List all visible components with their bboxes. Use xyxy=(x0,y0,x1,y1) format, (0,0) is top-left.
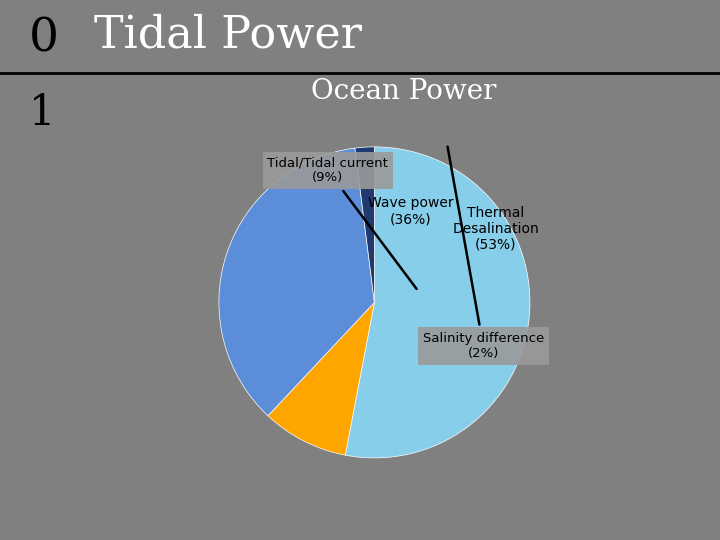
Text: Wave power
(36%): Wave power (36%) xyxy=(368,196,454,226)
Wedge shape xyxy=(346,147,530,458)
Text: 0: 0 xyxy=(29,16,59,62)
Text: Tidal/Tidal current
(9%): Tidal/Tidal current (9%) xyxy=(267,156,417,289)
Wedge shape xyxy=(355,147,374,302)
Text: Salinity difference
(2%): Salinity difference (2%) xyxy=(423,147,544,360)
Text: 1: 1 xyxy=(29,92,55,134)
Wedge shape xyxy=(268,302,374,455)
Wedge shape xyxy=(219,148,374,416)
Text: Tidal Power: Tidal Power xyxy=(94,14,361,57)
Text: Ocean Power: Ocean Power xyxy=(310,78,496,105)
Text: Thermal
Desalination
(53%): Thermal Desalination (53%) xyxy=(452,206,539,252)
